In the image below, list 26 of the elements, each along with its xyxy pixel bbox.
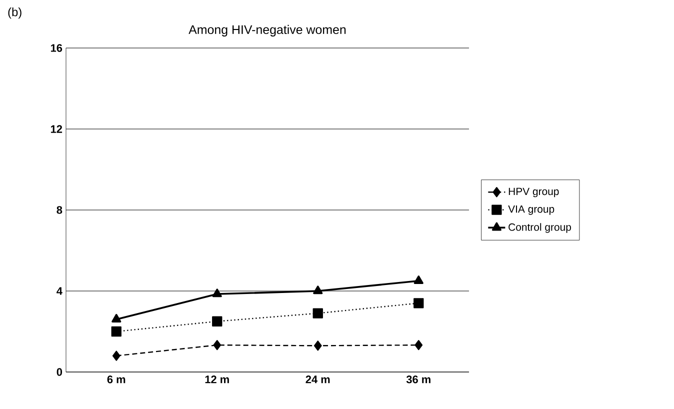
point bbox=[314, 340, 322, 351]
point bbox=[212, 316, 222, 326]
x-tick-label: 12 m bbox=[205, 376, 229, 384]
point bbox=[313, 286, 323, 294]
point bbox=[212, 288, 222, 298]
point bbox=[414, 298, 424, 308]
x-tick-label: 36 m bbox=[406, 376, 430, 384]
y-tick-label: 8 bbox=[56, 206, 62, 214]
point bbox=[213, 340, 222, 350]
y-tick-label: 16 bbox=[50, 44, 62, 52]
x-tick-label: 6 m bbox=[107, 376, 126, 384]
legend-label: VIA group bbox=[508, 205, 554, 215]
x-tick-label: 24 m bbox=[306, 376, 330, 384]
point bbox=[414, 275, 424, 284]
y-tick-label: 4 bbox=[56, 287, 62, 295]
legend-label: HPV group bbox=[508, 188, 559, 198]
chart-title: Among HIV-negative women bbox=[188, 24, 346, 36]
text: (b) bbox=[8, 8, 22, 19]
point bbox=[111, 326, 122, 337]
y-tick-label: 12 bbox=[50, 125, 62, 133]
point bbox=[312, 308, 323, 318]
legend-label: Control group bbox=[508, 223, 571, 233]
point bbox=[112, 314, 122, 322]
y-tick-label: 0 bbox=[56, 368, 62, 376]
point bbox=[414, 340, 423, 350]
point bbox=[112, 350, 120, 361]
